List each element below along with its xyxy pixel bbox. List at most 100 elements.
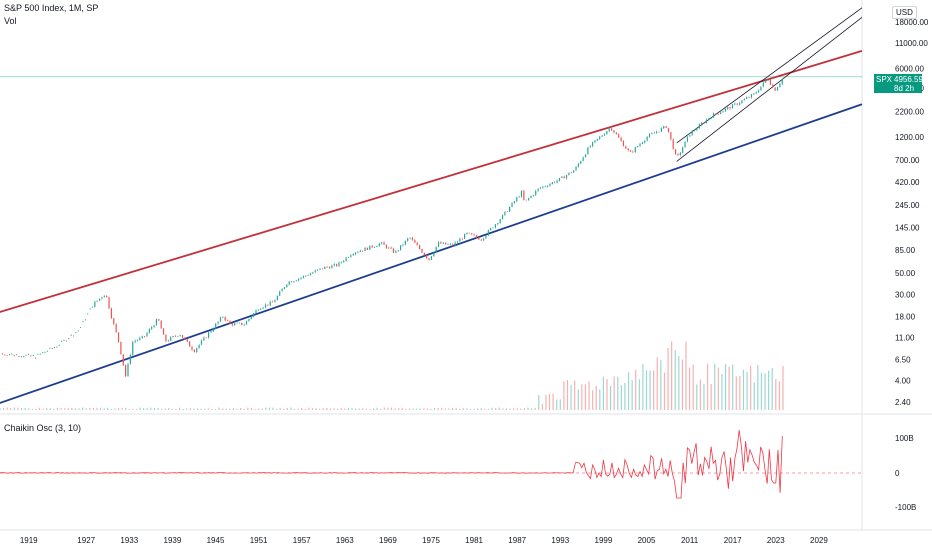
candle	[395, 250, 397, 253]
currency-button[interactable]: USD	[892, 6, 917, 19]
candle	[416, 242, 418, 246]
candle	[234, 323, 236, 326]
volume-bar	[28, 408, 30, 410]
candle	[565, 175, 568, 179]
candle	[546, 186, 549, 187]
volume-bar	[143, 408, 145, 410]
candle	[298, 278, 300, 281]
candle	[722, 111, 724, 113]
candle	[627, 148, 629, 151]
volume-bar	[624, 383, 626, 410]
y-tick-label: 145.00	[895, 223, 920, 232]
volume-bar	[189, 408, 191, 410]
volume-bar	[609, 385, 612, 410]
candle	[485, 235, 487, 239]
candle	[219, 317, 222, 322]
y-tick-label: 11000.00	[895, 39, 928, 48]
candle	[727, 107, 729, 109]
candle	[122, 354, 124, 366]
candle	[490, 228, 492, 231]
volume-bar	[329, 408, 332, 410]
y-tick-label: 85.00	[895, 246, 916, 255]
volume-bar	[236, 408, 238, 410]
volume-bar	[577, 389, 579, 410]
candle	[113, 318, 115, 325]
x-tick-label: 1969	[379, 536, 397, 545]
candle	[487, 230, 489, 236]
candle	[243, 324, 245, 326]
volume-bar	[53, 408, 55, 410]
recent-channel-line-1	[676, 16, 863, 162]
candle	[321, 268, 323, 270]
candle	[253, 313, 255, 317]
candle	[217, 321, 219, 324]
x-tick-label: 1933	[120, 536, 138, 545]
candle	[537, 188, 539, 191]
price-dot	[18, 356, 20, 358]
candle	[504, 211, 506, 215]
candle	[300, 277, 302, 279]
volume-bar	[714, 363, 716, 410]
price-dot	[8, 354, 11, 356]
volume-bar	[753, 382, 755, 410]
volume-bar	[466, 408, 468, 410]
volume-bar	[760, 372, 763, 410]
oscillator-axis: 100B 0 -100B	[895, 434, 916, 512]
price-dot	[58, 344, 60, 346]
volume-bar	[171, 408, 173, 410]
candle	[319, 268, 321, 270]
candle	[347, 257, 350, 258]
candle	[238, 322, 241, 324]
candle	[776, 87, 779, 91]
candle	[492, 227, 494, 229]
x-tick-label: 1999	[595, 536, 613, 545]
x-tick-label: 1987	[508, 536, 526, 545]
candle	[456, 241, 459, 243]
candle	[333, 264, 335, 266]
candle	[184, 337, 186, 340]
volume-bar	[441, 407, 443, 410]
candle	[272, 301, 274, 303]
candle	[672, 139, 674, 150]
candle	[226, 320, 229, 321]
candle	[603, 134, 606, 136]
candle	[639, 143, 641, 147]
candle	[198, 344, 200, 349]
volume-bar	[362, 408, 364, 410]
x-tick-label: 1919	[20, 536, 38, 545]
volume-bar	[638, 379, 640, 410]
candle	[435, 246, 437, 253]
y-tick-label: 11.00	[895, 333, 915, 342]
candle	[151, 327, 153, 330]
x-tick-label: 1993	[551, 536, 569, 545]
volume-bar	[175, 408, 177, 410]
candle	[343, 260, 345, 263]
volume-bar	[157, 407, 159, 410]
candle	[191, 346, 193, 350]
oscillator-tick-label: 0	[895, 469, 900, 478]
candle	[449, 244, 451, 245]
price-dot	[89, 308, 91, 310]
volume-bar	[193, 408, 195, 410]
x-tick-label: 1963	[336, 536, 354, 545]
candle	[148, 329, 150, 333]
volume-bar	[99, 407, 102, 410]
candle	[731, 104, 734, 109]
candle	[179, 335, 181, 337]
candle	[618, 134, 620, 138]
volume-bar	[268, 407, 270, 410]
upper-channel-line	[0, 50, 863, 313]
candle	[281, 288, 283, 292]
volume-bar	[498, 407, 500, 410]
volume-bar	[182, 408, 184, 410]
candle	[279, 291, 281, 296]
candle	[769, 79, 772, 85]
price-dot	[53, 346, 56, 349]
candle	[262, 307, 264, 309]
candle	[544, 186, 546, 188]
y-tick-label: 420.00	[895, 178, 920, 187]
candle	[535, 190, 537, 196]
candle	[160, 320, 162, 329]
y-tick-label: 2.40	[895, 398, 911, 407]
